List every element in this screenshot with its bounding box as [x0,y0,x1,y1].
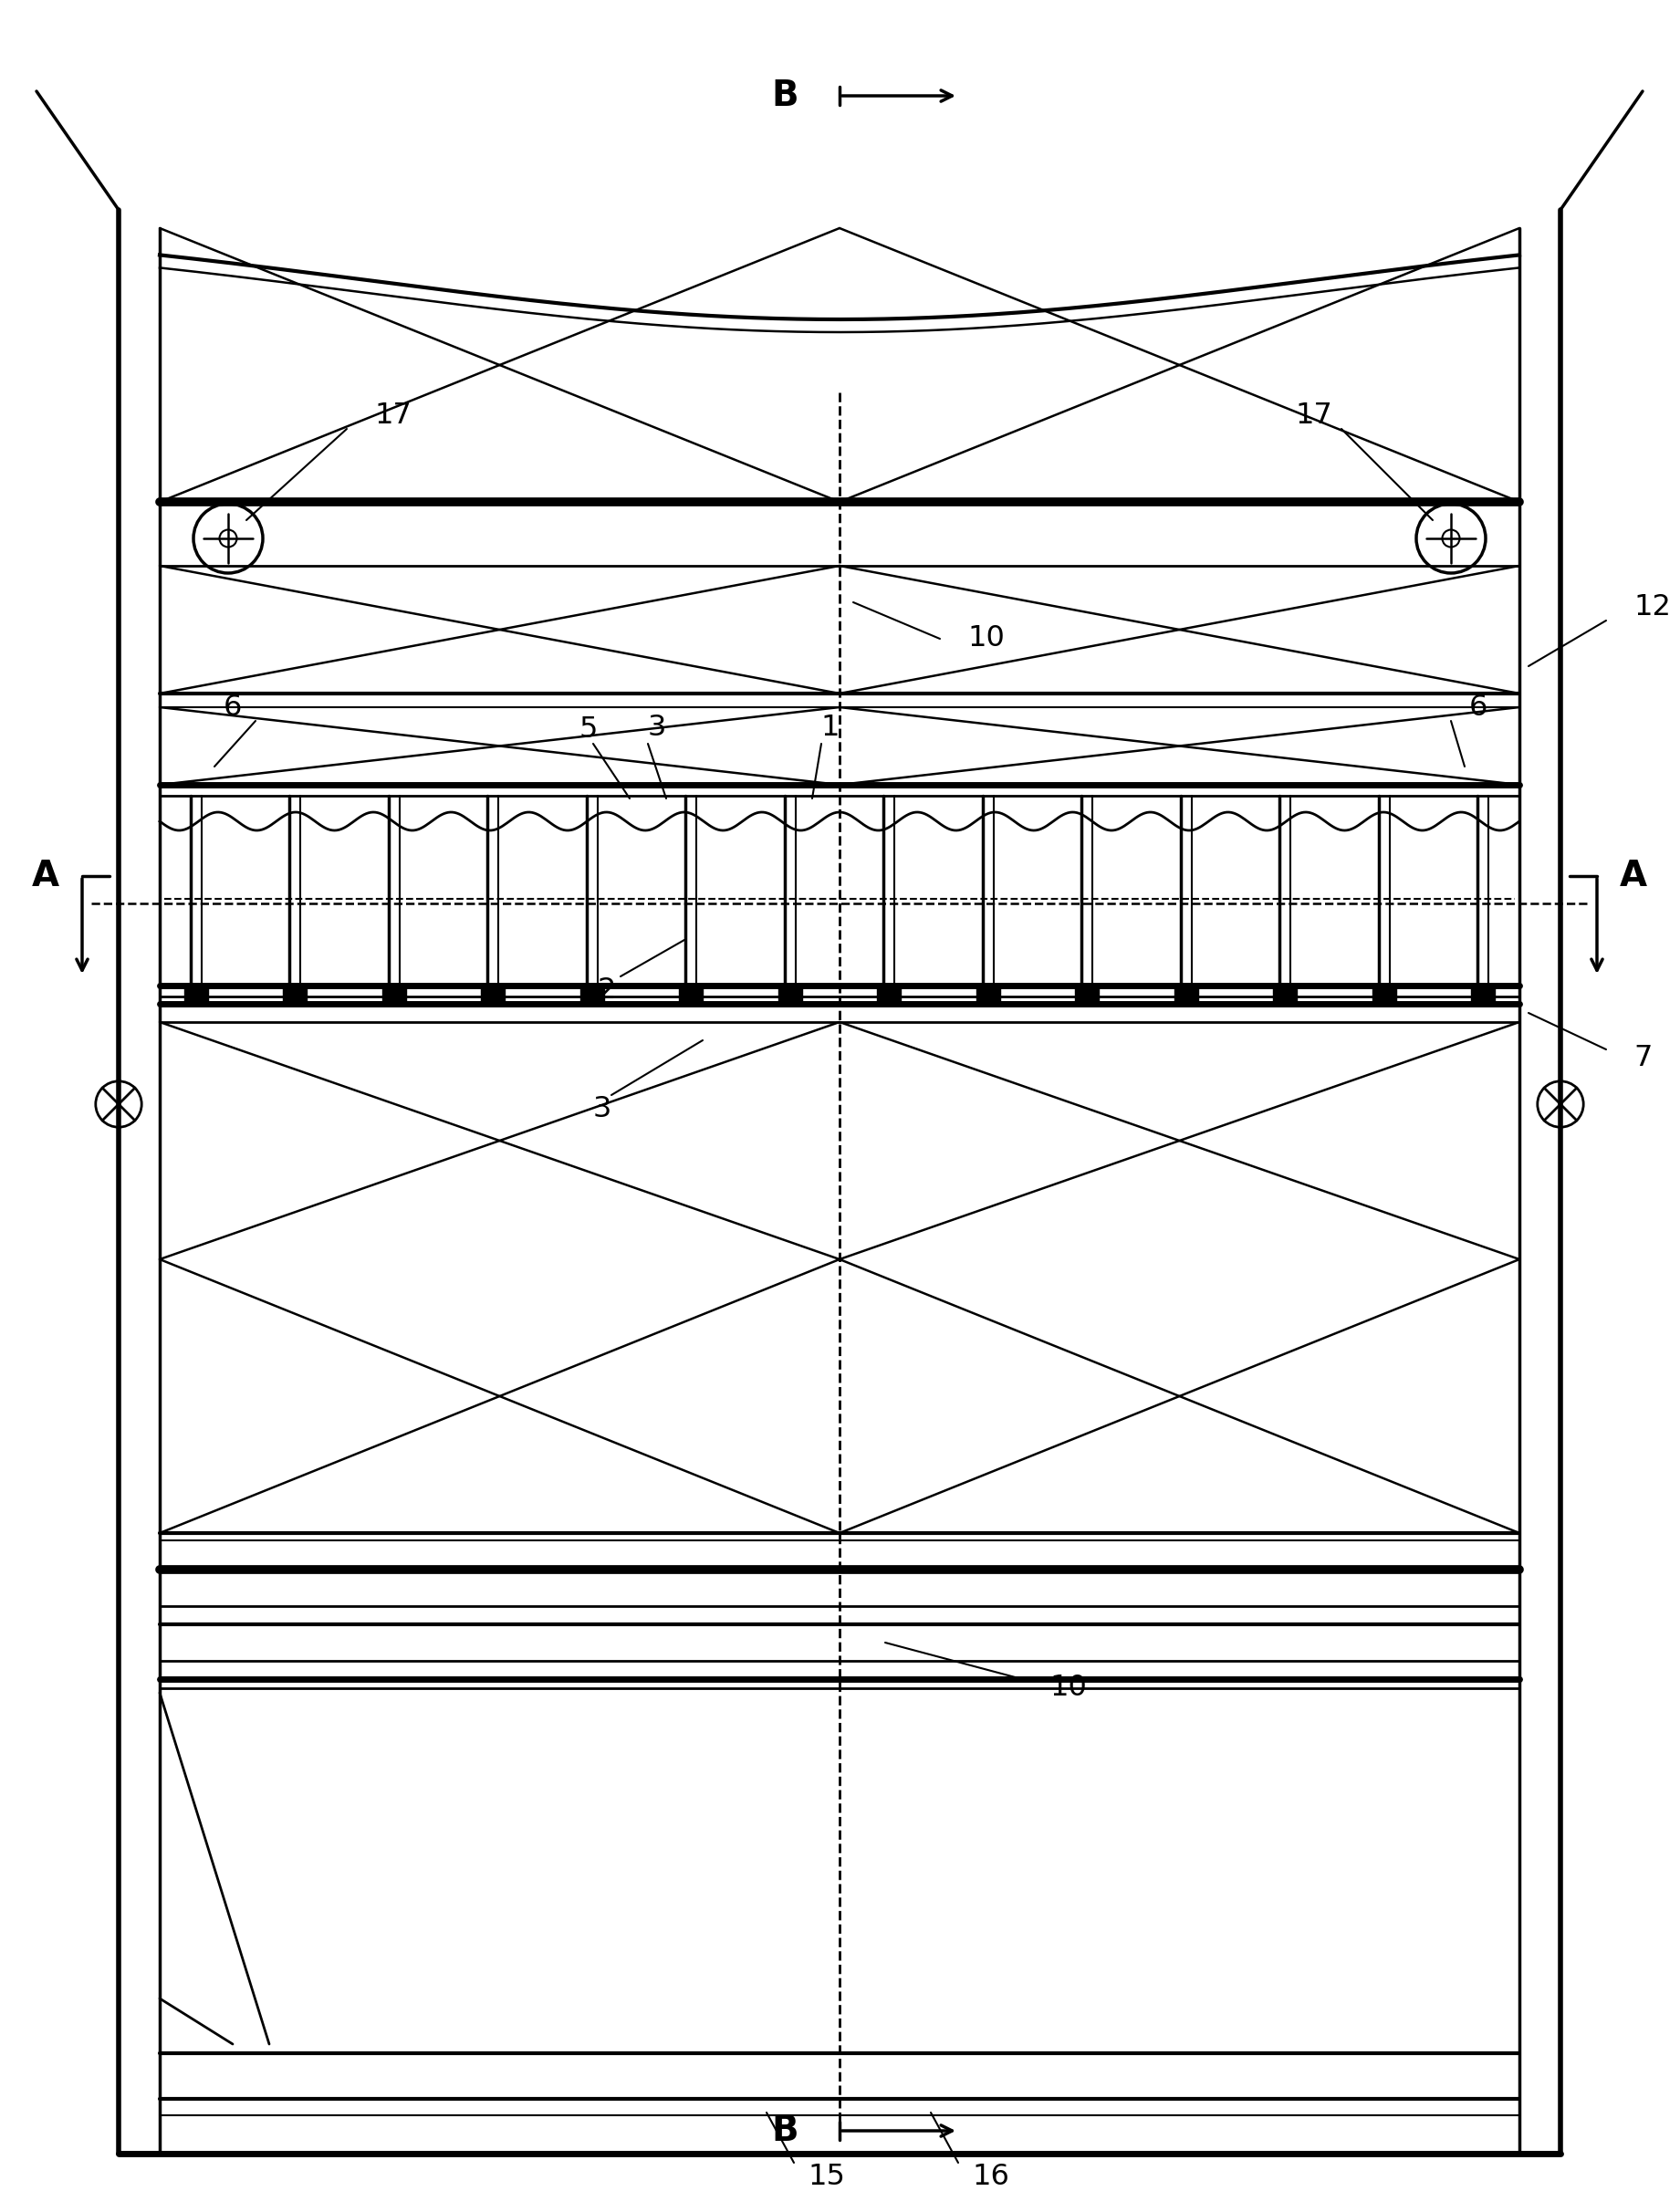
Text: 17: 17 [1295,400,1332,429]
Text: 17: 17 [375,400,412,429]
Text: 5: 5 [580,717,598,743]
Text: 12: 12 [1633,593,1672,622]
Bar [1373,987,1396,1002]
Text: 10: 10 [1050,1674,1087,1703]
Text: 3: 3 [593,1095,612,1124]
Text: A: A [1620,858,1646,894]
Bar [480,987,506,1002]
Circle shape [220,529,237,546]
Bar [1075,987,1099,1002]
Text: 6: 6 [223,692,242,721]
Text: 2: 2 [598,975,617,1004]
Circle shape [1416,504,1485,573]
Bar [877,987,900,1002]
Text: A: A [32,858,59,894]
Bar [778,987,801,1002]
Bar [679,987,702,1002]
Text: B: B [771,77,798,113]
Bar [1174,987,1198,1002]
Bar [1472,987,1495,1002]
Text: 3: 3 [648,714,667,743]
Text: 15: 15 [808,2163,845,2190]
Text: 6: 6 [1468,692,1487,721]
Circle shape [1443,529,1460,546]
Text: B: B [771,2112,798,2148]
Bar [383,987,407,1002]
Text: 10: 10 [968,624,1005,653]
Bar [1273,987,1297,1002]
Bar [185,987,208,1002]
Text: 7: 7 [1633,1044,1651,1073]
Bar [976,987,1000,1002]
Text: 1: 1 [822,714,840,743]
Circle shape [193,504,262,573]
Bar [284,987,307,1002]
Bar [580,987,605,1002]
Text: 16: 16 [971,2163,1010,2190]
